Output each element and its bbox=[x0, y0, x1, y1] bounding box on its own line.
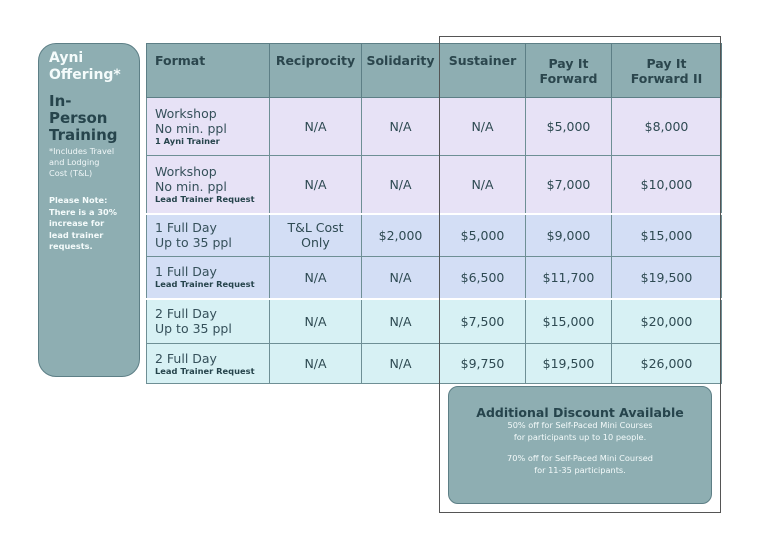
pay-it-forward-ii-cell: $19,500 bbox=[611, 256, 722, 300]
brand-name: Ayni Offering* bbox=[49, 50, 129, 84]
subtitle-line: *Includes Travel bbox=[49, 146, 115, 156]
solidarity-cell: N/A bbox=[361, 97, 440, 156]
pay-it-forward-ii-cell: $20,000 bbox=[611, 298, 722, 344]
solidarity-cell: N/A bbox=[361, 155, 440, 215]
table-row: 1 Full Day Lead Trainer Request N/A N/A … bbox=[146, 256, 722, 300]
table-row: Workshop No min. ppl Lead Trainer Reques… bbox=[146, 155, 722, 215]
pay-it-forward-ii-cell: $26,000 bbox=[611, 343, 722, 384]
header-reciprocity: Reciprocity bbox=[269, 43, 362, 98]
subtitle-line: and Lodging bbox=[49, 157, 100, 167]
reciprocity-cell: N/A bbox=[269, 256, 362, 300]
sustainer-cell: $5,000 bbox=[439, 213, 526, 257]
table-row: Workshop No min. ppl 1 Ayni Trainer N/A … bbox=[146, 97, 722, 156]
note-line: Please Note: bbox=[49, 195, 108, 205]
discount-line: for 11-35 participants. bbox=[534, 464, 626, 475]
table-row: 1 Full Day Up to 35 ppl T&L Cost Only $2… bbox=[146, 213, 722, 257]
header-pay-it-forward: Pay It Forward bbox=[525, 43, 612, 98]
format-cell: 2 Full Day Lead Trainer Request bbox=[146, 343, 270, 384]
reciprocity-cell: N/A bbox=[269, 298, 362, 344]
sustainer-cell: $9,750 bbox=[439, 343, 526, 384]
brand-line: Ayni bbox=[49, 50, 84, 66]
pay-it-forward-cell: $19,500 bbox=[525, 343, 612, 384]
reciprocity-cell: N/A bbox=[269, 97, 362, 156]
pay-it-forward-ii-cell: $15,000 bbox=[611, 213, 722, 257]
offering-subtitle: *Includes Travel and Lodging Cost (T&L) bbox=[49, 146, 129, 179]
pay-it-forward-cell: $7,000 bbox=[525, 155, 612, 215]
format-cell: 1 Full Day Up to 35 ppl bbox=[146, 213, 270, 257]
table-row: 2 Full Day Up to 35 ppl N/A N/A $7,500 $… bbox=[146, 298, 722, 344]
pay-it-forward-ii-cell: $8,000 bbox=[611, 97, 722, 156]
pay-it-forward-cell: $5,000 bbox=[525, 97, 612, 156]
title-line: In-Person bbox=[49, 92, 108, 127]
header-format: Format bbox=[146, 43, 270, 98]
header-solidarity: Solidarity bbox=[361, 43, 440, 98]
note-line: increase for bbox=[49, 218, 105, 228]
discount-line: 70% off for Self-Paced Mini Coursed bbox=[507, 453, 653, 463]
discount-spacer bbox=[449, 443, 711, 453]
note-line: requests. bbox=[49, 241, 93, 251]
solidarity-cell: N/A bbox=[361, 298, 440, 344]
sustainer-cell: N/A bbox=[439, 155, 526, 215]
pay-it-forward-cell: $11,700 bbox=[525, 256, 612, 300]
discount-box: Additional Discount Available 50% off fo… bbox=[448, 386, 712, 504]
sustainer-cell: N/A bbox=[439, 97, 526, 156]
note-line: lead trainer bbox=[49, 229, 104, 240]
format-cell: Workshop No min. ppl 1 Ayni Trainer bbox=[146, 97, 270, 156]
reciprocity-cell: T&L Cost Only bbox=[269, 213, 362, 257]
format-cell: 1 Full Day Lead Trainer Request bbox=[146, 256, 270, 300]
brand-line: Offering* bbox=[49, 67, 121, 83]
offering-sidebar: Ayni Offering* In-Person Training *Inclu… bbox=[38, 43, 140, 377]
solidarity-cell: N/A bbox=[361, 343, 440, 384]
discount-line: 50% off for Self-Paced Mini Courses bbox=[507, 420, 653, 430]
note-line: There is a 30% bbox=[49, 206, 117, 217]
table-row: 2 Full Day Lead Trainer Request N/A N/A … bbox=[146, 343, 722, 384]
title-line: Training bbox=[49, 126, 118, 144]
subtitle-line: Cost (T&L) bbox=[49, 168, 93, 178]
sustainer-cell: $6,500 bbox=[439, 256, 526, 300]
pay-it-forward-cell: $9,000 bbox=[525, 213, 612, 257]
highlight-frame bbox=[439, 36, 721, 513]
reciprocity-cell: N/A bbox=[269, 155, 362, 215]
solidarity-cell: N/A bbox=[361, 256, 440, 300]
table-header-row: Format Reciprocity Solidarity Sustainer … bbox=[146, 43, 722, 98]
solidarity-cell: $2,000 bbox=[361, 213, 440, 257]
format-cell: Workshop No min. ppl Lead Trainer Reques… bbox=[146, 155, 270, 215]
offering-title: In-Person Training bbox=[49, 93, 129, 144]
discount-line: for participants up to 10 people. bbox=[513, 431, 647, 442]
pricing-table: Format Reciprocity Solidarity Sustainer … bbox=[146, 43, 722, 384]
discount-title: Additional Discount Available bbox=[476, 405, 684, 420]
format-cell: 2 Full Day Up to 35 ppl bbox=[146, 298, 270, 344]
offering-note: Please Note: There is a 30% increase for… bbox=[49, 195, 129, 253]
reciprocity-cell: N/A bbox=[269, 343, 362, 384]
pay-it-forward-ii-cell: $10,000 bbox=[611, 155, 722, 215]
